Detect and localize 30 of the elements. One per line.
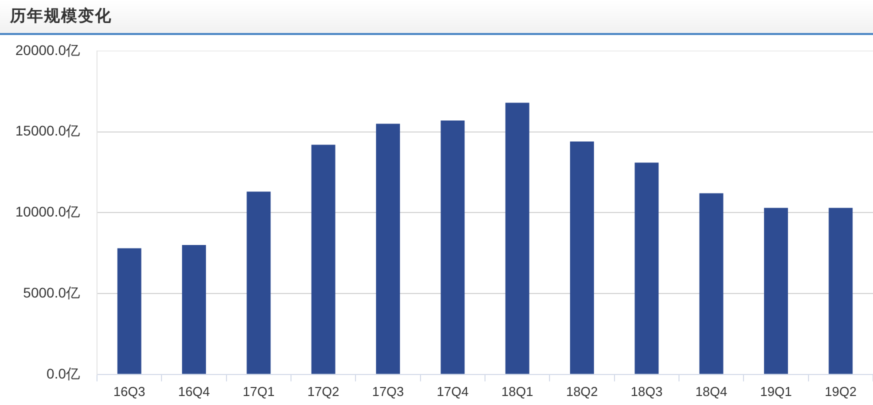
bar [699, 193, 724, 374]
x-tick-label: 16Q3 [113, 384, 146, 399]
x-tick-label: 17Q3 [372, 384, 404, 399]
x-tick-label: 17Q4 [436, 384, 469, 399]
x-tick-label: 19Q1 [760, 384, 792, 399]
x-tick-label: 18Q1 [501, 384, 534, 399]
bar [311, 144, 336, 374]
bar [764, 208, 788, 374]
bar [376, 124, 400, 374]
bar [440, 120, 465, 374]
x-tick-label: 18Q4 [695, 384, 728, 399]
y-tick-label: 5000.0亿 [23, 284, 80, 300]
x-tick-label: 18Q3 [630, 384, 663, 399]
bar [634, 162, 659, 374]
bar [246, 192, 271, 374]
x-tick-label: 16Q4 [178, 384, 210, 399]
bar [117, 248, 142, 374]
y-tick-label: 20000.0亿 [15, 42, 80, 58]
x-tick-label: 18Q2 [566, 384, 598, 399]
y-tick-label: 10000.0亿 [15, 204, 80, 220]
bar [570, 142, 594, 374]
bar [182, 245, 206, 374]
x-tick-label: 17Q2 [307, 384, 340, 399]
x-tick-label: 17Q1 [242, 384, 275, 399]
y-tick-label: 15000.0亿 [15, 122, 80, 139]
bar [505, 102, 530, 374]
chart-title: 历年规模变化 [10, 6, 112, 27]
y-tick-label: 0.0亿 [46, 365, 80, 382]
x-tick-label: 19Q2 [824, 384, 857, 399]
bar [828, 208, 853, 374]
